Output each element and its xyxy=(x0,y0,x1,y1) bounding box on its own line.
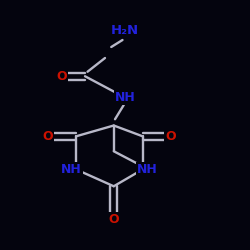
Text: NH: NH xyxy=(136,163,158,176)
Text: O: O xyxy=(57,70,67,83)
Text: O: O xyxy=(165,130,176,143)
Text: O: O xyxy=(42,130,53,143)
Text: NH: NH xyxy=(114,91,136,104)
Text: H₂N: H₂N xyxy=(111,24,139,36)
Text: O: O xyxy=(108,213,119,226)
Text: NH: NH xyxy=(62,163,82,176)
